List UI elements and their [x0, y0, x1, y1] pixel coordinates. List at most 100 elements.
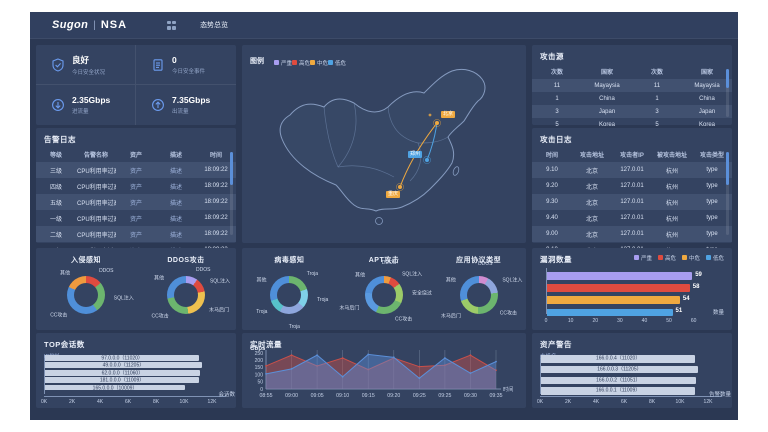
status-card-security: 良好 今日安全状况 [36, 45, 136, 85]
table-row[interactable]: 9.40 北京 127.0.01 杭州 type [532, 210, 732, 226]
legend-swatch [657, 255, 663, 260]
scrollbar-thumb[interactable] [726, 152, 729, 186]
scrollbar-thumb[interactable] [726, 69, 729, 89]
bar-value: 58 [692, 283, 700, 290]
table-cell: CPU利用率过高 [77, 216, 116, 223]
donut-segment-label: Troja [306, 270, 318, 277]
table-cell: 127.0.01 [620, 215, 644, 221]
x-tick: 4K [96, 399, 104, 405]
x-tick: 0K [40, 399, 48, 405]
table-cell: 杭州 [665, 232, 678, 239]
legend-item: 中危 [681, 254, 700, 262]
legend-swatch [274, 60, 279, 65]
panel-top-sessions: TOP会话数 IP地址 97.0.0.0（11020）49.0.0.0（1120… [36, 333, 236, 408]
table-cell: 3 [555, 108, 559, 115]
chart-title: APT攻击 [368, 257, 400, 264]
column-header: 被攻击地址 [656, 153, 687, 159]
svg-text:09:00: 09:00 [285, 393, 298, 399]
table-row[interactable]: 11 Mayaysia 11 Mayaysia [532, 79, 732, 92]
table-row[interactable]: 9.00 北京 127.0.01 杭州 type [532, 226, 732, 242]
bar-label: 166.0.0.4（11020） [595, 355, 641, 362]
table-cell: type [706, 183, 718, 189]
scrollbar-track [230, 152, 233, 235]
nav-tab-situation-overview[interactable]: 态势总览 [200, 22, 229, 29]
panel-attack-source: 攻击源 次数 国家 次数 国家 11 Mayaysia 11 Mayaysia 1 China 1 C… [532, 45, 732, 128]
donut-chart: Troja Troja Troja Troja 其他 [242, 267, 337, 330]
legend-item: 高危 [657, 254, 676, 262]
panel-donuts-left: 入侵感知 DDOS SQL注入 CC攻击 其他 DDOS攻击 DDOS SQL注入 木马后… [36, 248, 236, 330]
legend-item: 低危 [328, 59, 346, 67]
table-row[interactable]: 三级 CPU利用率过高 资产 描述 18:09:22 [36, 162, 236, 178]
table-row[interactable]: 1 China 1 China [532, 92, 732, 105]
map-city-tag: 重庆 [386, 191, 401, 198]
donut-segment-label: CC攻击 [394, 316, 413, 323]
donut-segment-label: 木马后门 [209, 307, 230, 314]
table-cell: 北京 [585, 232, 598, 239]
svg-text:100: 100 [255, 372, 264, 378]
table-cell: 资产 [129, 232, 142, 239]
donut-segment-label: SQL注入 [402, 271, 423, 278]
table-cell: 描述 [169, 216, 182, 223]
x-tick: 8K [152, 399, 160, 405]
bar-row: 166.0.0.1（11009） [541, 387, 696, 395]
panel-vulnerability-count: 漏洞数量 严重 高危 中危 低危 59 58 54 51 0 10 20 30 40 50 60 数量 [532, 248, 732, 330]
column-header: 攻击类型 [699, 153, 724, 159]
x-tick: 6K [124, 399, 132, 405]
x-tick: 12K [207, 399, 217, 405]
column-header: 攻击者IP [620, 153, 644, 159]
y-axis-label: Gbps [250, 346, 266, 352]
table-cell: 127.0.01 [620, 183, 644, 189]
table-cell: type [706, 215, 718, 221]
bar-label: 165.0.0.0（10009） [92, 385, 138, 391]
legend-swatch [681, 255, 687, 260]
brand-logo: Sugon [52, 19, 89, 31]
legend-swatch [310, 60, 316, 65]
legend-items: 严重 高危 中危 低危 [274, 52, 346, 70]
table-row[interactable]: 四级 CPU利用率过高 资产 描述 18:09:22 [36, 178, 236, 194]
svg-text:200: 200 [255, 358, 264, 364]
grid-apps-icon[interactable] [167, 20, 177, 30]
chart-title: 资产警告 [540, 340, 572, 349]
x-tick: 0 [544, 318, 548, 324]
donut-segment-label: SQL注入 [209, 278, 230, 285]
table-row[interactable]: 5 Korea 5 Korea [532, 118, 732, 131]
map-legend: 图例 严重 高危 中危 低危 [250, 52, 346, 70]
table-row[interactable]: 二级 CPU利用率过高 资产 描述 18:09:22 [36, 226, 236, 242]
table-row[interactable]: 9.10 北京 127.0.01 杭州 type [532, 162, 732, 178]
table-cell: China [699, 95, 715, 102]
dashboard: Sugon | NSA 态势总览 良好 今日安全状况 0 [30, 12, 738, 420]
table-row[interactable]: 一级 CPU利用率过高 资产 描述 18:09:22 [36, 210, 236, 226]
column-header: 时间 [545, 153, 558, 159]
donut-segment-label: CC攻击 [499, 310, 518, 317]
bar-高危 [547, 284, 690, 292]
chart-title: TOP会话数 [44, 340, 85, 349]
svg-text:09:25: 09:25 [413, 393, 426, 399]
table-header-row: 次数 国家 次数 国家 [532, 64, 732, 79]
table-cell: 11 [653, 82, 661, 89]
table-row[interactable]: 9.20 北京 127.0.01 杭州 type [532, 178, 732, 194]
china-map [279, 68, 486, 225]
arrow-up-circle-icon [152, 99, 164, 111]
card-value: 2.35Gbps [72, 95, 111, 105]
table-row[interactable]: 五级 CPU利用率过高 资产 描述 18:09:22 [36, 194, 236, 210]
table-cell: 北京 [585, 216, 598, 223]
table-cell: 杭州 [665, 200, 678, 207]
x-axis: 0K 2K 4K 6K 8K 10K 12K [536, 396, 722, 405]
legend-swatch [633, 255, 639, 260]
donut-chart: DDOS SQL注入 CC攻击 其他 [36, 267, 136, 327]
svg-text:150: 150 [255, 365, 264, 371]
table-row[interactable]: 3 Japan 3 Japan [532, 105, 732, 118]
table-row[interactable]: 9.30 北京 127.0.01 杭州 type [532, 194, 732, 210]
column-header: 描述 [169, 153, 182, 159]
scrollbar-thumb[interactable] [230, 152, 233, 186]
table-header-row: 等级 告警名称 资产 描述 时间 [36, 147, 236, 162]
table-cell: 一级 [49, 216, 62, 223]
donut-segment-label: SQL注入 [113, 295, 134, 302]
x-axis-label: 数量 [712, 310, 724, 316]
column-header: 次数 [550, 70, 563, 76]
column-header: 攻击地址 [579, 153, 604, 159]
table-cell: 9.20 [546, 183, 558, 189]
document-icon [153, 58, 163, 71]
x-tick: 0K [536, 399, 544, 405]
